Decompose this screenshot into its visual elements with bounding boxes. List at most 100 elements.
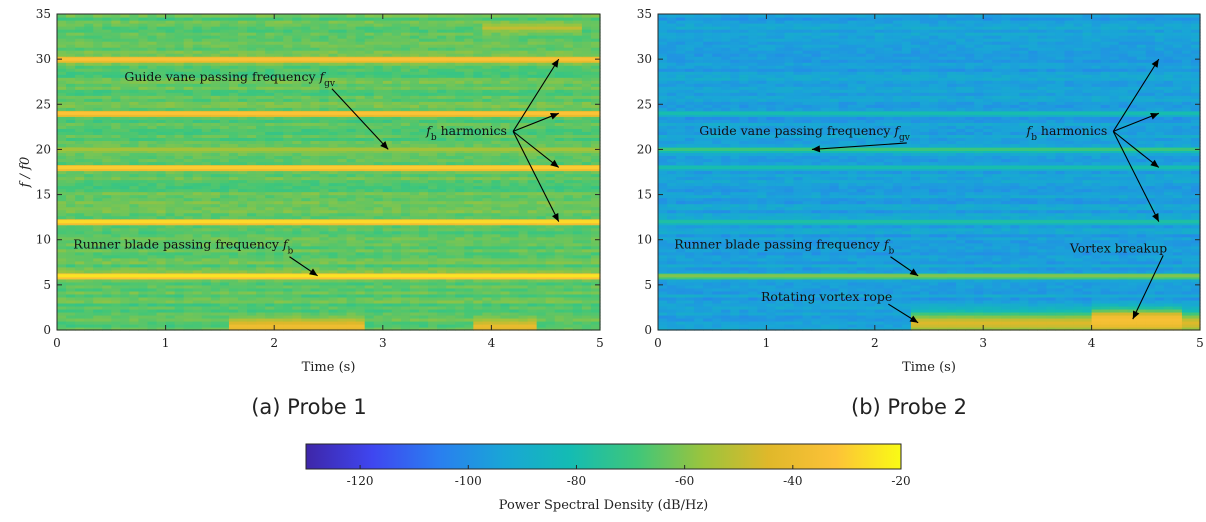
heatmap-cell bbox=[536, 227, 547, 232]
heatmap-cell bbox=[147, 233, 158, 238]
heatmap-cell bbox=[247, 305, 257, 310]
heatmap-cell bbox=[563, 197, 574, 202]
heatmap-cell bbox=[337, 278, 348, 283]
heatmap-cell bbox=[147, 284, 158, 289]
heatmap-cell bbox=[464, 278, 474, 283]
heatmap-cell bbox=[446, 233, 456, 238]
heatmap-cell bbox=[210, 305, 221, 310]
heatmap-cell bbox=[138, 320, 149, 325]
heatmap-cell bbox=[301, 287, 311, 292]
heatmap-cell bbox=[545, 212, 556, 217]
heatmap-cell bbox=[129, 227, 140, 232]
heatmap-cell bbox=[545, 254, 556, 259]
heatmap-cell bbox=[337, 233, 348, 238]
heatmap-cell bbox=[228, 203, 239, 208]
heatmap-cell bbox=[256, 239, 266, 244]
heatmap-cell bbox=[84, 200, 94, 205]
heatmap-cell bbox=[75, 308, 85, 313]
heatmap-cell bbox=[120, 230, 130, 235]
heatmap-cell bbox=[301, 314, 311, 319]
heatmap-cell bbox=[156, 314, 167, 319]
heatmap-cell bbox=[183, 239, 194, 244]
heatmap-cell bbox=[57, 227, 67, 232]
heatmap-cell bbox=[93, 323, 103, 328]
heatmap-cell bbox=[419, 209, 429, 214]
heatmap-cell bbox=[256, 290, 266, 295]
heatmap-cell bbox=[283, 269, 293, 274]
heatmap-cell bbox=[491, 245, 502, 250]
heatmap-cell bbox=[464, 266, 474, 271]
heatmap-cell bbox=[219, 302, 230, 307]
heatmap-cell bbox=[518, 302, 529, 307]
heatmap-cell bbox=[500, 230, 511, 235]
heatmap-cell bbox=[563, 239, 574, 244]
heatmap-cell bbox=[228, 194, 239, 199]
heatmap-cell bbox=[500, 308, 511, 313]
heatmap-cell bbox=[219, 248, 230, 253]
heatmap-cell bbox=[491, 224, 502, 229]
heatmap-cell bbox=[590, 320, 601, 325]
heatmap-cell bbox=[201, 215, 212, 220]
heatmap-cell bbox=[554, 233, 565, 238]
heatmap-cell bbox=[93, 209, 103, 214]
heatmap-cell bbox=[274, 221, 284, 226]
heatmap-cell bbox=[509, 239, 520, 244]
heatmap-cell bbox=[210, 263, 221, 268]
heatmap-cell bbox=[419, 326, 429, 331]
heatmap-cell bbox=[437, 284, 447, 289]
heatmap-cell bbox=[274, 236, 284, 241]
heatmap-cell bbox=[174, 317, 185, 322]
heatmap-cell bbox=[138, 203, 149, 208]
heatmap-cell bbox=[120, 302, 130, 307]
heatmap-cell bbox=[545, 302, 556, 307]
heatmap-cell bbox=[165, 242, 176, 247]
heatmap-cell bbox=[437, 287, 447, 292]
heatmap-cell bbox=[473, 299, 483, 304]
heatmap-cell bbox=[364, 308, 375, 313]
heatmap-cell bbox=[120, 233, 130, 238]
heatmap-cell bbox=[554, 245, 565, 250]
heatmap-cell bbox=[238, 284, 248, 289]
heatmap-cell bbox=[554, 308, 565, 313]
heatmap-cell bbox=[391, 278, 402, 283]
heatmap-cell bbox=[409, 281, 420, 286]
heatmap-cell bbox=[328, 299, 339, 304]
heatmap-cell bbox=[165, 221, 176, 226]
heatmap-cell bbox=[66, 266, 76, 271]
heatmap-cell bbox=[391, 308, 402, 313]
heatmap-cell bbox=[228, 326, 239, 331]
heatmap-cell bbox=[165, 209, 176, 214]
heatmap-cell bbox=[129, 254, 140, 259]
heatmap-cell bbox=[500, 200, 511, 205]
heatmap-cell bbox=[409, 278, 420, 283]
heatmap-cell bbox=[228, 212, 239, 217]
heatmap-cell bbox=[391, 269, 402, 274]
heatmap-cell bbox=[346, 323, 357, 328]
heatmap-cell bbox=[536, 260, 547, 265]
heatmap-cell bbox=[283, 257, 293, 262]
heatmap-cell bbox=[120, 245, 130, 250]
heatmap-cell bbox=[382, 266, 393, 271]
heatmap-cell bbox=[147, 206, 158, 211]
heatmap-cell bbox=[183, 293, 194, 298]
heatmap-cell bbox=[102, 242, 112, 247]
heatmap-cell bbox=[446, 284, 456, 289]
heatmap-cell bbox=[545, 242, 556, 247]
heatmap-cell bbox=[572, 326, 583, 331]
heatmap-cell bbox=[581, 308, 592, 313]
heatmap-cell bbox=[319, 311, 330, 316]
heatmap-cell bbox=[165, 275, 176, 280]
heatmap-cell bbox=[129, 293, 140, 298]
heatmap-cell bbox=[310, 281, 321, 286]
heatmap-cell bbox=[581, 299, 592, 304]
heatmap-cell bbox=[219, 317, 230, 322]
heatmap-cell bbox=[382, 248, 393, 253]
heatmap-cell bbox=[84, 242, 94, 247]
heatmap-cell bbox=[228, 278, 239, 283]
heatmap-cell bbox=[201, 278, 212, 283]
heatmap-cell bbox=[491, 227, 502, 232]
heatmap-cell bbox=[346, 230, 357, 235]
heatmap-cell bbox=[355, 326, 366, 331]
heatmap-cell bbox=[337, 227, 348, 232]
heatmap-cell bbox=[491, 263, 502, 268]
